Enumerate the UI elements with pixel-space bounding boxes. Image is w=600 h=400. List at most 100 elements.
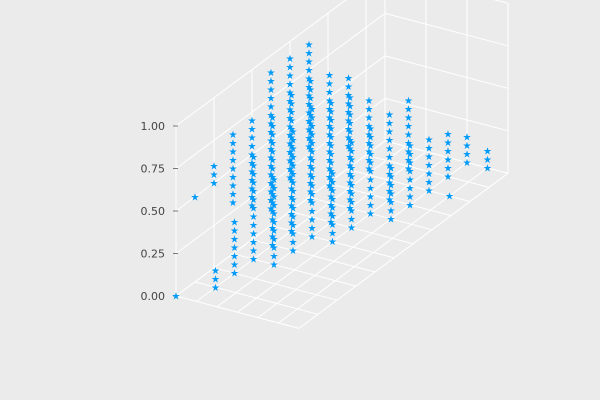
data-point: ★ [346, 93, 355, 104]
data-point: ★ [346, 187, 355, 198]
data-point: ★ [346, 161, 355, 172]
data-point: ★ [287, 218, 296, 229]
data-point: ★ [387, 189, 396, 200]
z-tick-label: 0.75 [141, 163, 166, 176]
data-point: ★ [267, 179, 276, 190]
data-point: ★ [305, 57, 314, 68]
data-point: ★ [365, 139, 374, 150]
data-point: ★ [289, 178, 298, 189]
data-point: ★ [286, 96, 295, 107]
data-point: ★ [286, 156, 295, 167]
data-point: ★ [365, 113, 374, 124]
data-point: ★ [287, 133, 296, 144]
data-point: ★ [230, 226, 239, 237]
data-point: ★ [249, 153, 258, 164]
data-point: ★ [267, 153, 276, 164]
data-point: ★ [270, 209, 279, 220]
data-point: ★ [344, 116, 353, 127]
data-point: ★ [268, 139, 277, 150]
data-point: ★ [308, 198, 317, 209]
data-point: ★ [270, 192, 279, 203]
wall-grid-line [175, 12, 386, 169]
data-point: ★ [306, 93, 315, 104]
floor-grid-line [232, 253, 357, 287]
floor-grid-line [270, 225, 395, 259]
wall-grid-line [175, 0, 347, 127]
floor-grid-line [327, 182, 452, 217]
data-point: ★ [385, 144, 394, 155]
data-point: ★ [286, 122, 295, 133]
data-point: ★ [248, 176, 257, 187]
data-point: ★ [365, 122, 374, 133]
data-point: ★ [306, 187, 315, 198]
data-point: ★ [325, 164, 334, 175]
data-point: ★ [425, 178, 434, 189]
z-tick-label: 0.50 [141, 205, 166, 218]
data-point: ★ [444, 164, 453, 175]
data-point: ★ [346, 195, 355, 206]
data-point: ★ [344, 133, 353, 144]
data-point: ★ [305, 142, 314, 153]
data-point: ★ [404, 155, 413, 166]
data-point: ★ [248, 142, 257, 153]
data-point: ★ [344, 125, 353, 136]
data-point: ★ [306, 127, 315, 138]
data-point: ★ [347, 223, 356, 234]
data-point: ★ [308, 113, 317, 124]
data-point: ★ [286, 105, 295, 116]
data-point: ★ [289, 144, 298, 155]
data-point: ★ [406, 166, 415, 177]
data-point: ★ [327, 107, 336, 118]
data-point: ★ [268, 173, 277, 184]
data-point: ★ [287, 158, 296, 169]
data-point: ★ [267, 187, 276, 198]
data-point: ★ [287, 124, 296, 135]
data-point: ★ [344, 108, 353, 119]
data-point: ★ [249, 229, 258, 240]
data-point: ★ [230, 218, 239, 229]
data-point: ★ [249, 161, 258, 172]
data-point: ★ [270, 201, 279, 212]
data-point: ★ [268, 164, 277, 175]
wall-grid-line [175, 97, 386, 254]
data-point: ★ [308, 138, 317, 149]
data-point: ★ [286, 147, 295, 158]
data-point: ★ [365, 130, 374, 141]
data-point: ★ [268, 232, 277, 243]
data-point: ★ [229, 164, 238, 175]
data-point: ★ [366, 124, 375, 135]
data-point: ★ [366, 133, 375, 144]
data-point: ★ [305, 125, 314, 136]
data-point: ★ [230, 260, 239, 271]
data-point: ★ [425, 161, 434, 172]
data-point: ★ [325, 156, 334, 167]
data-point: ★ [289, 246, 298, 257]
floor-grid-line [278, 167, 488, 324]
data-point: ★ [404, 138, 413, 149]
data-point: ★ [306, 161, 315, 172]
data-point: ★ [406, 192, 415, 203]
data-point: ★ [249, 255, 258, 266]
data-point: ★ [365, 147, 374, 158]
data-point: ★ [211, 274, 220, 285]
data-point: ★ [385, 127, 394, 138]
floor-grid-line [213, 267, 338, 301]
data-point: ★ [248, 133, 257, 144]
data-point: ★ [229, 139, 238, 150]
data-point: ★ [230, 269, 239, 280]
data-point: ★ [327, 184, 336, 195]
data-point: ★ [191, 192, 200, 203]
data-point: ★ [229, 198, 238, 209]
data-point: ★ [267, 77, 276, 88]
wall-grid-line [175, 55, 386, 212]
data-point: ★ [365, 156, 374, 167]
data-point: ★ [305, 40, 314, 51]
z-tick-label: 1.00 [141, 120, 166, 133]
data-point: ★ [444, 155, 453, 166]
data-point: ★ [287, 116, 296, 127]
data-point: ★ [289, 127, 298, 138]
wall-grid-line [384, 12, 509, 47]
data-point: ★ [289, 161, 298, 172]
data-point: ★ [211, 266, 220, 277]
data-point: ★ [308, 189, 317, 200]
